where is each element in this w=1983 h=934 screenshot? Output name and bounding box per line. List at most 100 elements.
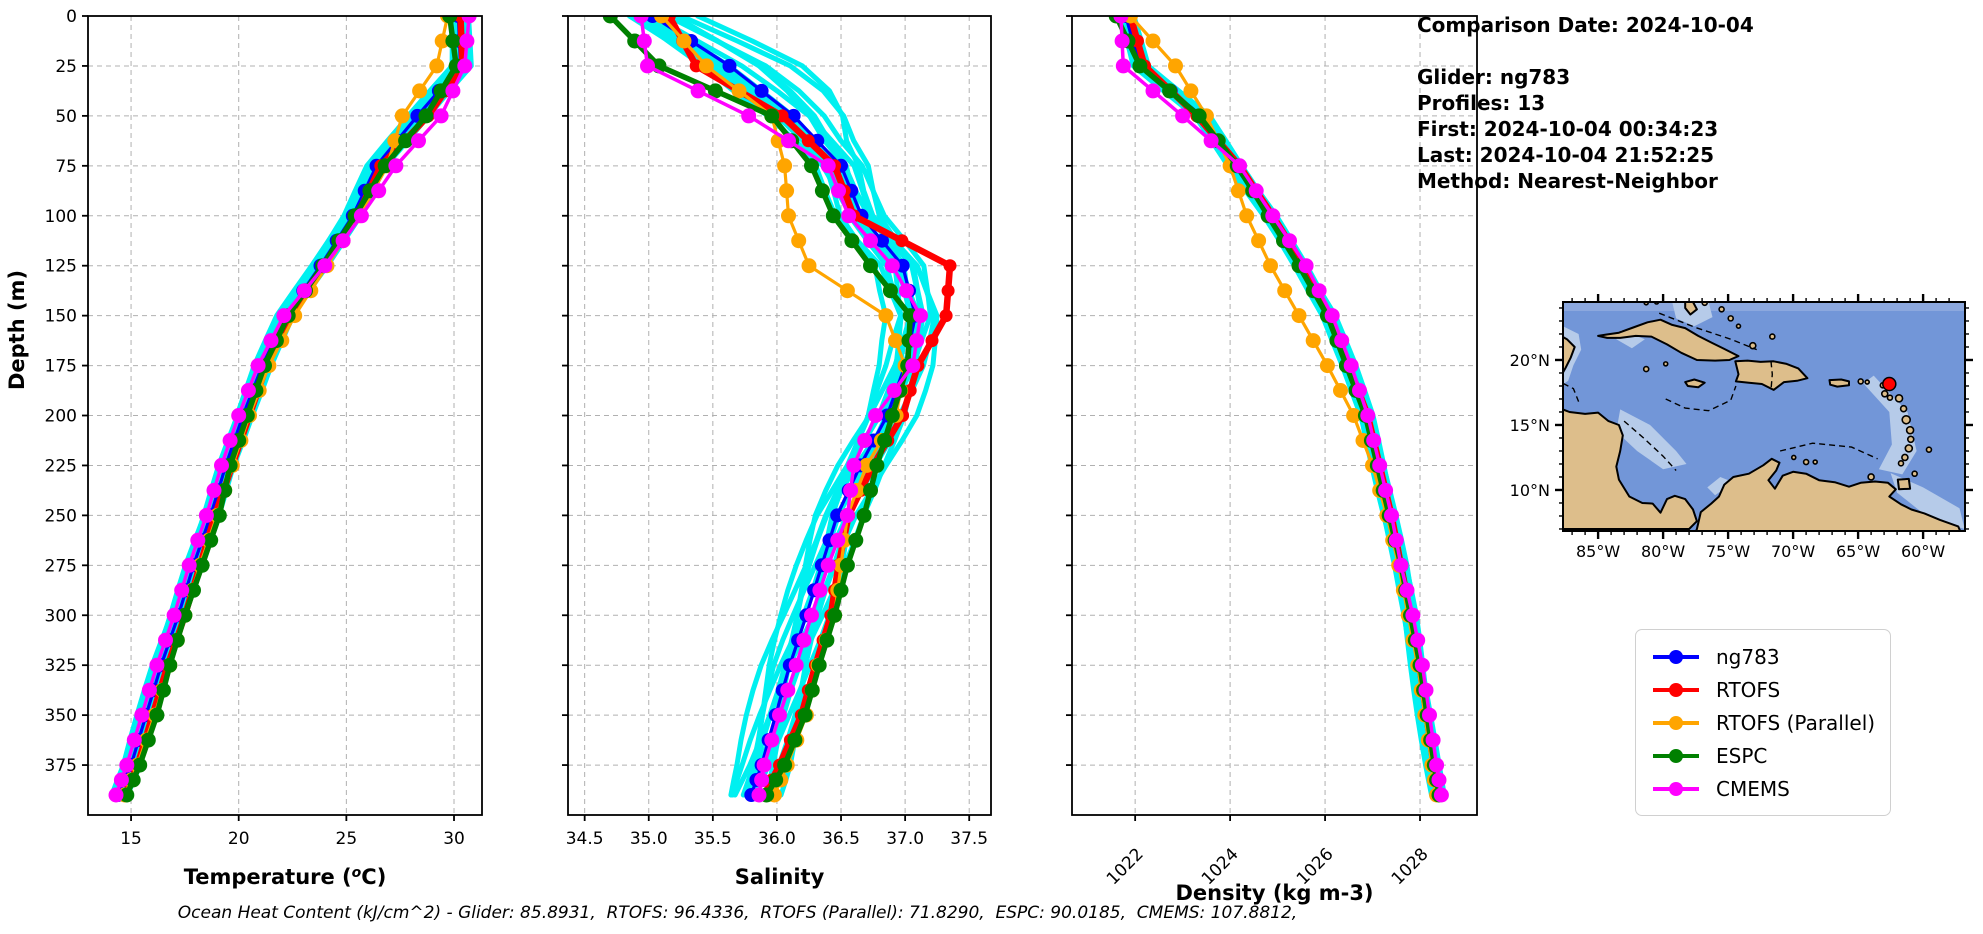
series-marker xyxy=(831,183,846,199)
location-map: 20°N 15°N 10°N 85°W 80°W 75°W 70°W 65°W 60°W xyxy=(1510,294,1973,561)
series-marker xyxy=(186,582,201,598)
series-marker xyxy=(353,208,369,224)
cuba-land xyxy=(1597,318,1740,362)
map-lat-label: 10°N xyxy=(1510,481,1550,500)
central-america-land xyxy=(1563,408,1698,530)
small-island xyxy=(1897,460,1905,467)
info-panel: Comparison Date: 2024-10-04 Glider: ng78… xyxy=(1417,12,1754,194)
series-RTOFS xyxy=(662,16,957,802)
x-tick-label: 36.0 xyxy=(758,829,796,849)
series-marker xyxy=(884,258,900,274)
raw-glider-profile xyxy=(1124,16,1441,798)
series-marker xyxy=(442,16,458,24)
maritime-boundary xyxy=(1623,420,1677,471)
series-marker xyxy=(764,108,780,124)
map-lon-label: 60°W xyxy=(1901,542,1945,561)
series-marker xyxy=(1366,433,1382,448)
series-marker xyxy=(155,682,171,698)
raw-glider-profile xyxy=(1127,16,1443,798)
series-marker xyxy=(387,133,403,149)
andros-land xyxy=(1684,302,1698,316)
series-marker xyxy=(943,259,957,273)
series-marker xyxy=(886,383,902,398)
series-marker xyxy=(1203,133,1219,149)
series-marker xyxy=(1425,732,1441,748)
series-marker xyxy=(830,508,845,523)
series-marker xyxy=(1393,557,1409,573)
series-marker xyxy=(1113,16,1129,24)
series-marker xyxy=(134,707,150,723)
series-marker xyxy=(839,283,855,299)
raw-glider-profile xyxy=(1118,16,1435,798)
series-marker xyxy=(1145,33,1161,49)
map-ocean-north-strip xyxy=(1563,302,1965,311)
series-marker xyxy=(141,682,157,698)
series-marker xyxy=(1265,208,1281,224)
series-marker xyxy=(222,433,238,448)
series-marker xyxy=(296,283,312,299)
series-marker xyxy=(1230,183,1246,199)
raw-glider-profile xyxy=(1121,16,1438,798)
series-marker xyxy=(1422,707,1437,723)
hispaniola-land xyxy=(1734,359,1809,391)
glider-position-marker xyxy=(1882,376,1897,392)
series-line xyxy=(1129,16,1439,796)
series-marker xyxy=(827,607,843,623)
series-marker xyxy=(119,757,135,773)
method-text: Method: Nearest-Neighbor xyxy=(1417,169,1718,193)
series-marker xyxy=(1334,333,1350,349)
maritime-boundary xyxy=(1779,442,1878,460)
series-marker xyxy=(1333,383,1348,398)
series-ESPC xyxy=(602,16,918,803)
series-marker xyxy=(429,58,445,74)
series-marker xyxy=(194,557,210,573)
series-marker xyxy=(868,408,884,423)
series-marker xyxy=(250,358,266,374)
series-marker xyxy=(869,457,885,473)
small-island xyxy=(1812,459,1818,465)
small-island xyxy=(1901,453,1909,462)
comparison-date-text: Comparison Date: 2024-10-04 xyxy=(1417,13,1754,37)
series-marker xyxy=(804,158,819,174)
series-marker xyxy=(1145,83,1161,99)
raw-glider-profile xyxy=(125,16,474,798)
series-marker xyxy=(1232,158,1248,174)
series-marker xyxy=(1378,482,1394,498)
legend-item-rtofs: RTOFS xyxy=(1650,673,1876,706)
y-tick-label: 200 xyxy=(45,407,77,427)
series-marker xyxy=(1399,582,1415,598)
series-line xyxy=(1124,16,1439,796)
series-marker xyxy=(781,133,796,149)
series-marker xyxy=(1291,308,1307,324)
series-marker xyxy=(857,433,873,448)
series-marker xyxy=(848,532,864,548)
series-marker xyxy=(1418,682,1434,698)
raw-glider-profile xyxy=(1127,16,1443,798)
salinity-plot-area xyxy=(602,16,957,803)
x-tick-label: 25 xyxy=(336,829,358,849)
series-marker xyxy=(777,158,793,174)
first-time-text: First: 2024-10-04 00:34:23 xyxy=(1417,117,1719,141)
series-marker xyxy=(841,208,857,224)
series-marker xyxy=(388,158,404,174)
series-marker xyxy=(801,134,815,148)
small-island xyxy=(1857,378,1864,385)
x-tick-label: 37.0 xyxy=(886,829,924,849)
series-marker xyxy=(434,33,450,49)
series-marker xyxy=(905,358,921,374)
series-marker xyxy=(731,83,747,99)
y-tick-label: 100 xyxy=(45,207,77,227)
series-marker xyxy=(412,83,428,99)
legend-line-sample-ng783 xyxy=(1653,649,1699,664)
series-marker xyxy=(198,507,214,523)
series-marker xyxy=(1115,58,1131,74)
small-island xyxy=(1790,454,1797,461)
series-marker xyxy=(1239,208,1255,224)
series-marker xyxy=(113,772,129,788)
small-island xyxy=(1925,446,1933,453)
map-lon-label: 80°W xyxy=(1641,542,1685,561)
series-line xyxy=(1119,16,1444,796)
yucatan-land xyxy=(1563,335,1576,375)
series-marker xyxy=(1298,258,1314,274)
series-marker xyxy=(875,233,889,248)
